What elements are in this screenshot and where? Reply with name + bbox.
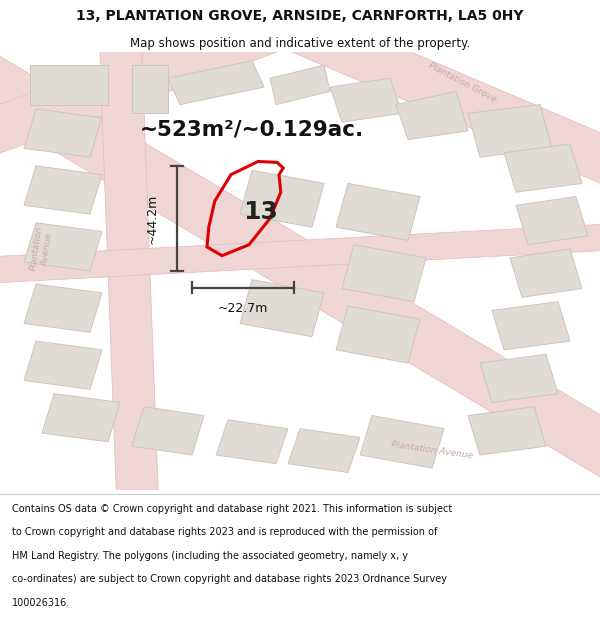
Polygon shape	[336, 306, 420, 363]
Text: 13, PLANTATION GROVE, ARNSIDE, CARNFORTH, LA5 0HY: 13, PLANTATION GROVE, ARNSIDE, CARNFORTH…	[76, 9, 524, 23]
Polygon shape	[132, 65, 168, 113]
Polygon shape	[270, 65, 330, 104]
Polygon shape	[330, 78, 402, 122]
Polygon shape	[0, 51, 600, 483]
Polygon shape	[24, 166, 102, 214]
Polygon shape	[360, 416, 444, 468]
Polygon shape	[342, 245, 426, 302]
Polygon shape	[516, 196, 588, 245]
Text: HM Land Registry. The polygons (including the associated geometry, namely x, y: HM Land Registry. The polygons (includin…	[12, 551, 408, 561]
Text: 13: 13	[244, 200, 278, 224]
Text: co-ordinates) are subject to Crown copyright and database rights 2023 Ordnance S: co-ordinates) are subject to Crown copyr…	[12, 574, 447, 584]
Polygon shape	[168, 61, 264, 104]
Polygon shape	[468, 407, 546, 455]
Polygon shape	[99, 29, 159, 512]
Polygon shape	[396, 91, 468, 139]
Polygon shape	[480, 354, 558, 402]
Polygon shape	[132, 407, 204, 455]
Polygon shape	[24, 284, 102, 332]
Polygon shape	[288, 429, 360, 472]
Polygon shape	[492, 302, 570, 350]
Text: Plantation Avenue: Plantation Avenue	[391, 441, 473, 461]
Polygon shape	[24, 223, 102, 271]
Text: Plantation Grove: Plantation Grove	[427, 61, 497, 104]
Polygon shape	[510, 249, 582, 298]
Polygon shape	[336, 183, 420, 241]
Polygon shape	[24, 341, 102, 389]
Polygon shape	[240, 280, 324, 337]
Text: Plantation
Avenue: Plantation Avenue	[29, 225, 55, 273]
Polygon shape	[0, 223, 600, 284]
Text: ~22.7m: ~22.7m	[218, 302, 268, 315]
Polygon shape	[0, 11, 283, 159]
Text: ~523m²/~0.129ac.: ~523m²/~0.129ac.	[140, 120, 364, 140]
Text: to Crown copyright and database rights 2023 and is reproduced with the permissio: to Crown copyright and database rights 2…	[12, 527, 437, 537]
Text: Contains OS data © Crown copyright and database right 2021. This information is : Contains OS data © Crown copyright and d…	[12, 504, 452, 514]
Polygon shape	[42, 394, 120, 442]
Polygon shape	[240, 170, 324, 227]
Text: Map shows position and indicative extent of the property.: Map shows position and indicative extent…	[130, 38, 470, 51]
Polygon shape	[468, 104, 552, 157]
Polygon shape	[504, 144, 582, 192]
Polygon shape	[30, 65, 108, 104]
Text: ~44.2m: ~44.2m	[145, 193, 158, 244]
Polygon shape	[285, 11, 600, 202]
Polygon shape	[216, 420, 288, 464]
Text: 100026316.: 100026316.	[12, 598, 70, 608]
Polygon shape	[24, 109, 102, 157]
